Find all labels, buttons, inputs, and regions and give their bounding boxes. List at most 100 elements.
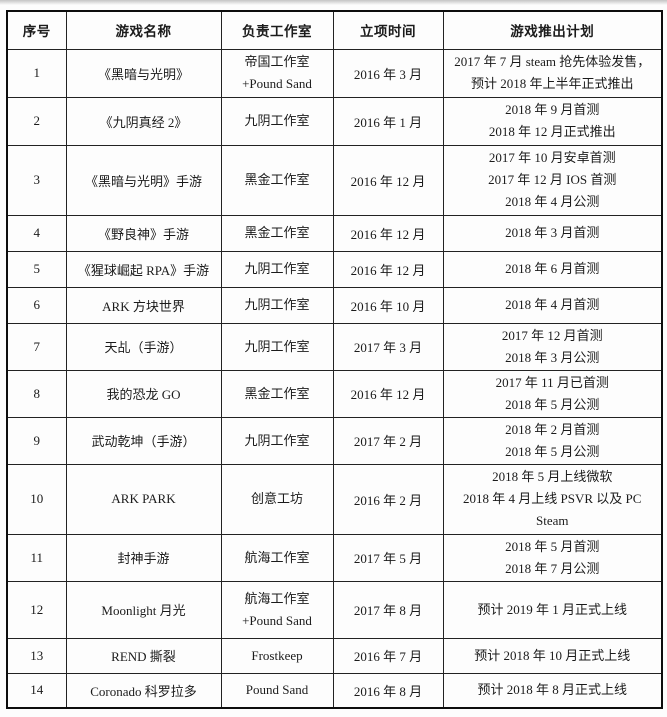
cell-line: 预计 2018 年上半年正式推出 bbox=[470, 76, 634, 91]
cell-line: 九阴工作室 bbox=[244, 113, 310, 128]
cell-line: 2017 年 7 月 steam 抢先体验发售， bbox=[454, 54, 651, 69]
cell-game-name: 封神手游 bbox=[65, 533, 222, 582]
cell-game-name: 《猩球崛起 RPA》手游 bbox=[65, 250, 222, 288]
cell-start-date: 2016 年 8 月 bbox=[332, 672, 444, 709]
col-header-launch-plan: 游戏推出计划 bbox=[442, 10, 663, 50]
cell-start-date: 2017 年 2 月 bbox=[332, 416, 444, 465]
table-row: 1 《黑暗与光明》 帝国工作室 +Pound Sand 2016 年 3 月 20… bbox=[6, 48, 663, 98]
cell-studio: 九阴工作室 bbox=[220, 286, 334, 324]
cell-game-name: 《九阴真经 2》 bbox=[65, 96, 222, 146]
cell-launch-plan: 2018 年 4 月首测 bbox=[442, 286, 663, 324]
cell-line: 2018 年 4 月上线 PSVR 以及 PC bbox=[463, 491, 642, 506]
table-row: 13 REND 撕裂 Frostkeep 2016 年 7 月 预计 2018 … bbox=[6, 637, 663, 674]
cell-index: 14 bbox=[6, 672, 67, 709]
cell-start-date: 2017 年 3 月 bbox=[332, 322, 444, 371]
cell-start-date: 2017 年 8 月 bbox=[332, 580, 444, 639]
cell-line: 创意工坊 bbox=[250, 491, 303, 506]
cell-line: 2018 年 12 月正式推出 bbox=[488, 124, 616, 139]
cell-launch-plan: 预计 2018 年 10 月正式上线 bbox=[442, 637, 663, 674]
cell-line: +Pound Sand bbox=[242, 76, 312, 91]
cell-launch-plan: 预计 2018 年 8 月正式上线 bbox=[442, 672, 663, 709]
cell-studio: 帝国工作室 +Pound Sand bbox=[220, 48, 334, 98]
cell-game-name: Coronado 科罗拉多 bbox=[65, 672, 222, 709]
cell-line: 预计 2018 年 8 月正式上线 bbox=[477, 682, 627, 698]
table-row: 9 武动乾坤（手游） 九阴工作室 2017 年 2 月 2018 年 2 月首测… bbox=[6, 416, 663, 465]
cell-index: 12 bbox=[6, 580, 67, 639]
cell-start-date: 2016 年 3 月 bbox=[332, 48, 444, 98]
cell-index: 9 bbox=[6, 416, 67, 465]
cell-line: 黑金工作室 bbox=[244, 385, 310, 401]
cell-start-date: 2016 年 12 月 bbox=[332, 214, 444, 252]
cell-launch-plan: 2017 年 12 月首测 2018 年 3 月公测 bbox=[442, 322, 663, 371]
cell-line: 2017 年 12 月 IOS 首测 bbox=[488, 172, 617, 187]
cell-start-date: 2017 年 5 月 bbox=[332, 533, 444, 582]
table-row: 7 天乩（手游） 九阴工作室 2017 年 3 月 2017 年 12 月首测 2… bbox=[6, 322, 663, 371]
table-row: 6 ARK 方块世界 九阴工作室 2016 年 10 月 2018 年 4 月首… bbox=[6, 286, 663, 324]
cell-line: 帝国工作室 bbox=[244, 54, 310, 69]
cell-studio: 航海工作室 bbox=[220, 533, 334, 582]
cell-line: 2017 年 10 月安卓首测 bbox=[488, 150, 616, 165]
cell-line: 预计 2019 年 1 月正式上线 bbox=[477, 601, 627, 617]
table-row: 12 Moonlight 月光 航海工作室 +Pound Sand 2017 年 … bbox=[6, 580, 663, 639]
cell-line: 2017 年 12 月首测 bbox=[501, 327, 603, 343]
cell-line: 九阴工作室 bbox=[244, 338, 310, 354]
table-row: 5 《猩球崛起 RPA》手游 九阴工作室 2016 年 12 月 2018 年 … bbox=[6, 250, 663, 288]
cell-start-date: 2016 年 12 月 bbox=[332, 144, 444, 216]
cell-line: +Pound Sand bbox=[242, 612, 312, 628]
cell-launch-plan: 2017 年 7 月 steam 抢先体验发售， 预计 2018 年上半年正式推出 bbox=[442, 48, 663, 98]
cell-game-name: ARK PARK bbox=[65, 463, 222, 535]
cell-start-date: 2016 年 12 月 bbox=[332, 369, 444, 418]
cell-index: 6 bbox=[6, 286, 67, 324]
cell-line: 预计 2018 年 10 月正式上线 bbox=[474, 647, 631, 663]
cell-line: 2018 年 3 月首测 bbox=[505, 225, 600, 240]
cell-index: 13 bbox=[6, 637, 67, 674]
cell-line: 黑金工作室 bbox=[244, 225, 310, 240]
cell-studio: Pound Sand bbox=[220, 672, 334, 709]
table-row: 10 ARK PARK 创意工坊 2016 年 2 月 2018 年 5 月上线… bbox=[6, 463, 663, 535]
cell-start-date: 2016 年 10 月 bbox=[332, 286, 444, 324]
cell-line: 2018 年 5 月公测 bbox=[505, 396, 600, 412]
cell-line: 2018 年 5 月公测 bbox=[505, 443, 600, 459]
cell-line: 黑金工作室 bbox=[244, 172, 310, 187]
cell-game-name: Moonlight 月光 bbox=[65, 580, 222, 639]
cell-studio: 航海工作室 +Pound Sand bbox=[220, 580, 334, 639]
cell-game-name: 《黑暗与光明》 bbox=[65, 48, 222, 98]
cell-studio: 创意工坊 bbox=[220, 463, 334, 535]
cell-studio: 黑金工作室 bbox=[220, 214, 334, 252]
cell-index: 2 bbox=[6, 96, 67, 146]
table-row: 11 封神手游 航海工作室 2017 年 5 月 2018 年 5 月首测 201… bbox=[6, 533, 663, 582]
col-header-studio: 负责工作室 bbox=[220, 10, 334, 50]
cell-index: 8 bbox=[6, 369, 67, 418]
table-row: 14 Coronado 科罗拉多 Pound Sand 2016 年 8 月 预… bbox=[6, 672, 663, 709]
cell-index: 5 bbox=[6, 250, 67, 288]
cell-line: Frostkeep bbox=[251, 647, 303, 663]
cell-game-name: 武动乾坤（手游） bbox=[65, 416, 222, 465]
game-plan-table: 序号 游戏名称 负责工作室 立项时间 游戏推出计划 1 《黑暗与光明》 帝国工作… bbox=[6, 10, 663, 709]
col-header-start-date: 立项时间 bbox=[332, 10, 444, 50]
cell-line: 2018 年 3 月公测 bbox=[505, 349, 600, 365]
cell-line: Pound Sand bbox=[245, 682, 309, 698]
cell-launch-plan: 2018 年 3 月首测 bbox=[442, 214, 663, 252]
cell-studio: 九阴工作室 bbox=[220, 250, 334, 288]
cell-line: 航海工作室 bbox=[244, 590, 310, 606]
cell-launch-plan: 2018 年 5 月上线微软 2018 年 4 月上线 PSVR 以及 PC Ste… bbox=[442, 463, 663, 535]
cell-game-name: ARK 方块世界 bbox=[65, 286, 222, 324]
page-top-shadow bbox=[0, 0, 667, 5]
cell-line: 九阴工作室 bbox=[244, 432, 310, 448]
cell-line: 九阴工作室 bbox=[244, 261, 310, 276]
cell-line: 2018 年 2 月首测 bbox=[505, 421, 600, 437]
cell-launch-plan: 预计 2019 年 1 月正式上线 bbox=[442, 580, 663, 639]
cell-index: 4 bbox=[6, 214, 67, 252]
cell-start-date: 2016 年 7 月 bbox=[332, 637, 444, 674]
cell-launch-plan: 2018 年 5 月首测 2018 年 7 月公测 bbox=[442, 533, 663, 582]
cell-game-name: 《野良神》手游 bbox=[65, 214, 222, 252]
table-row: 4 《野良神》手游 黑金工作室 2016 年 12 月 2018 年 3 月首测 bbox=[6, 214, 663, 252]
cell-start-date: 2016 年 1 月 bbox=[332, 96, 444, 146]
cell-line: 九阴工作室 bbox=[244, 297, 310, 312]
cell-line: 2018 年 4 月公测 bbox=[505, 194, 600, 209]
cell-line: 2018 年 9 月首测 bbox=[505, 102, 600, 117]
cell-start-date: 2016 年 12 月 bbox=[332, 250, 444, 288]
cell-line: 2018 年 5 月首测 bbox=[505, 538, 600, 554]
cell-line: Steam bbox=[536, 513, 569, 528]
